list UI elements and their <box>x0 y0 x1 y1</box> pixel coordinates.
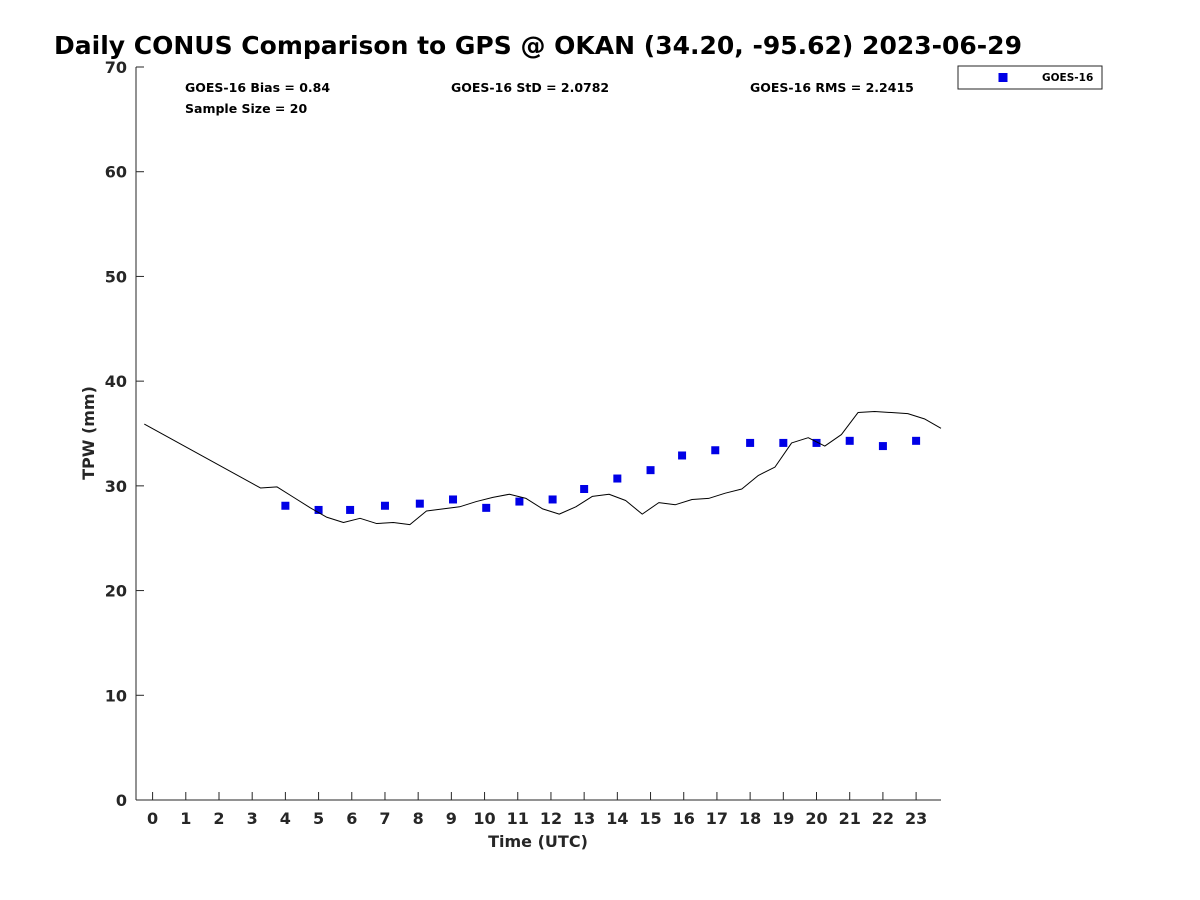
goes16-point <box>678 451 687 460</box>
x-tick-label: 5 <box>313 809 324 828</box>
x-tick-label: 2 <box>213 809 224 828</box>
x-tick-label: 1 <box>180 809 191 828</box>
x-tick-label: 13 <box>573 809 595 828</box>
bias-stat: GOES-16 Bias = 0.84 <box>185 80 330 95</box>
y-axis-ticks: 0 10 20 30 40 50 60 70 <box>105 58 144 810</box>
x-tick-label: 22 <box>872 809 894 828</box>
x-tick-label: 18 <box>739 809 761 828</box>
y-tick-label: 10 <box>105 686 127 705</box>
x-tick-label: 8 <box>413 809 424 828</box>
legend: GOES-16 <box>957 65 1103 90</box>
x-tick-label: 14 <box>606 809 628 828</box>
y-tick-label: 40 <box>105 372 127 391</box>
goes16-point <box>415 499 424 508</box>
y-tick-label: 60 <box>105 163 127 182</box>
x-tick-label: 9 <box>446 809 457 828</box>
x-tick-label: 6 <box>346 809 357 828</box>
legend-label-goes16: GOES-16 <box>1042 72 1093 84</box>
x-tick-label: 19 <box>772 809 794 828</box>
goes16-point <box>380 501 389 510</box>
goes16-point <box>548 495 557 504</box>
x-tick-label: 4 <box>280 809 291 828</box>
plot-area <box>144 411 942 526</box>
x-tick-label: 12 <box>540 809 562 828</box>
x-tick-label: 20 <box>805 809 827 828</box>
x-tick-label: 23 <box>905 809 927 828</box>
x-tick-label: 10 <box>473 809 495 828</box>
x-tick-label: 11 <box>507 809 529 828</box>
y-axis-label: TPW (mm) <box>79 386 98 480</box>
goes16-point <box>613 474 622 483</box>
x-axis-label: Time (UTC) <box>488 832 588 851</box>
goes16-point <box>449 495 458 504</box>
y-tick-label: 50 <box>105 267 127 286</box>
chart-title: Daily CONUS Comparison to GPS @ OKAN (34… <box>54 31 1022 60</box>
goes16-point <box>314 505 323 514</box>
x-axis-ticks: 0 1 2 3 4 5 6 7 8 9 10 11 12 13 14 15 16 17 18 19 20 21 22 23 <box>147 792 927 828</box>
sample-size-stat: Sample Size = 20 <box>185 101 307 116</box>
x-tick-label: 3 <box>247 809 258 828</box>
goes16-point <box>845 436 854 445</box>
goes16-point <box>912 436 921 445</box>
x-tick-label: 7 <box>379 809 390 828</box>
y-tick-label: 70 <box>105 58 127 77</box>
rms-stat: GOES-16 RMS = 2.2415 <box>750 80 914 95</box>
x-tick-label: 17 <box>706 809 728 828</box>
gps-tpw-line <box>144 411 942 526</box>
y-tick-label: 20 <box>105 582 127 601</box>
goes16-point <box>646 466 655 475</box>
goes16-point <box>482 503 491 512</box>
x-tick-label: 21 <box>839 809 861 828</box>
x-tick-label: 16 <box>673 809 695 828</box>
x-tick-label: 15 <box>639 809 661 828</box>
std-stat: GOES-16 StD = 2.0782 <box>451 80 609 95</box>
goes16-point <box>515 497 524 506</box>
x-tick-label: 0 <box>147 809 158 828</box>
goes16-point <box>281 501 290 510</box>
legend-box <box>957 65 1103 90</box>
goes16-point <box>346 505 355 514</box>
goes16-point <box>812 438 821 447</box>
goes16-point <box>779 438 788 447</box>
goes16-point <box>878 442 887 451</box>
y-tick-label: 0 <box>116 791 127 810</box>
goes16-point <box>746 438 755 447</box>
legend-marker-goes16 <box>998 73 1008 82</box>
goes16-point <box>580 485 589 493</box>
y-tick-label: 30 <box>105 477 127 496</box>
goes16-point <box>711 446 720 455</box>
